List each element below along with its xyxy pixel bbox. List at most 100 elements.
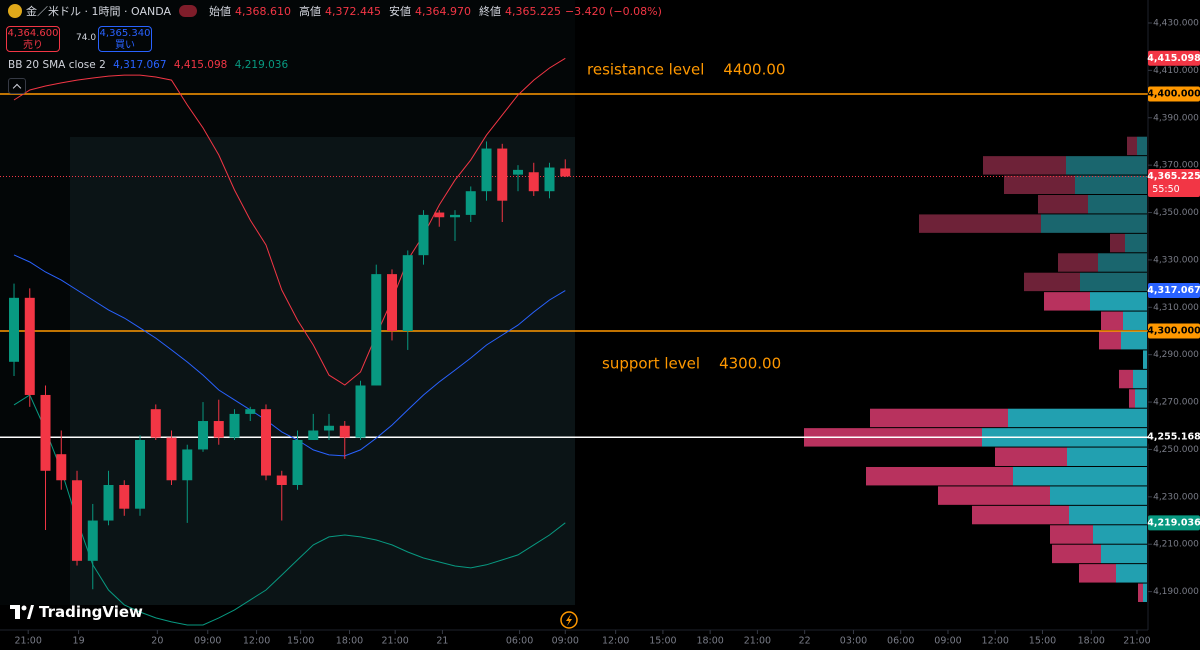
ohlc-label: 高値 xyxy=(298,5,321,18)
replay-icon[interactable] xyxy=(560,611,578,629)
price-label: 4,317.067 xyxy=(1147,285,1200,296)
profile-sell xyxy=(1110,233,1125,253)
status-pill xyxy=(179,5,197,17)
indicator-value: 4,317.067 xyxy=(113,59,167,71)
x-tick-label: 15:00 xyxy=(649,636,676,647)
profile-buy xyxy=(1069,505,1147,525)
sell-button[interactable]: 4,364.600 売り xyxy=(6,26,60,52)
x-tick-label: 22 xyxy=(799,636,811,647)
candle-body xyxy=(513,169,524,175)
price-label: 4,219.036 xyxy=(1147,517,1200,528)
profile-buy xyxy=(1088,194,1147,214)
profile-sell xyxy=(1127,136,1137,156)
candle-body xyxy=(434,212,445,218)
candle-body xyxy=(560,168,571,177)
profile-sell xyxy=(1050,525,1093,544)
change: −3.420 (−0.08%) xyxy=(564,4,662,18)
x-tick-label: 09:00 xyxy=(934,636,961,647)
profile-buy xyxy=(1067,447,1147,466)
band-line xyxy=(13,394,566,626)
symbol: 金／米ドル · 1時間 · OANDA xyxy=(26,5,171,18)
profile-buy xyxy=(1050,486,1147,505)
profile-buy xyxy=(1133,369,1147,389)
profile-buy xyxy=(1123,311,1147,330)
profile-buy xyxy=(1066,156,1147,175)
candle-body xyxy=(308,430,319,440)
profile-buy xyxy=(1101,544,1147,564)
profile-buy xyxy=(1013,466,1147,486)
x-tick-label: 18:00 xyxy=(696,636,723,647)
y-tick-label: 4,190.000 xyxy=(1153,587,1199,597)
price-label: 4,300.000 xyxy=(1147,325,1200,336)
candle-body xyxy=(339,425,350,438)
y-tick-label: 4,330.000 xyxy=(1153,255,1199,265)
band-line xyxy=(13,254,566,457)
candle-body xyxy=(387,274,398,331)
candle-body xyxy=(150,409,161,438)
symbol-row: 金／米ドル · 1時間 · OANDA 始値 4,368.610 高値 4,372.… xyxy=(8,3,662,19)
y-tick-label: 4,270.000 xyxy=(1153,398,1199,408)
candle-body xyxy=(24,297,35,395)
y-tick-label: 4,250.000 xyxy=(1153,445,1199,455)
profile-buy xyxy=(1098,253,1147,272)
price-label-box xyxy=(1148,86,1200,102)
y-tick-label: 4,350.000 xyxy=(1153,208,1199,218)
collapse-button[interactable] xyxy=(8,78,26,94)
profile-buy xyxy=(1125,233,1147,253)
x-tick-label: 20 xyxy=(151,636,163,647)
candle-body xyxy=(182,449,193,481)
profile-sell xyxy=(1038,194,1088,214)
candle-body xyxy=(450,214,461,218)
profile-buy xyxy=(1090,292,1147,311)
profile-sell xyxy=(995,447,1067,466)
candle-body xyxy=(402,255,413,331)
candles xyxy=(9,141,571,590)
price-labels: 4,415.098 4,400.000 4,365.225 55:50 4,317.06… xyxy=(1147,50,1200,531)
y-tick-label: 4,390.000 xyxy=(1153,113,1199,123)
ohlc-value: 4,364.970 xyxy=(414,4,471,18)
profile-buy xyxy=(1135,389,1147,408)
y-tick-label: 4,310.000 xyxy=(1153,303,1199,313)
buy-button[interactable]: 4,365.340 買い xyxy=(98,26,152,52)
axes: 4,190.000 4,210.000 4,230.000 4,250.000 4,27… xyxy=(14,18,1199,646)
candle-body xyxy=(528,172,539,192)
x-tick-label: 18:00 xyxy=(1078,636,1105,647)
candle-body xyxy=(292,439,303,485)
profile-buy xyxy=(1137,136,1147,156)
candle-body xyxy=(213,421,224,438)
profile-sell xyxy=(919,214,1041,233)
candle-body xyxy=(465,191,476,215)
candle-body xyxy=(544,167,555,192)
indicator-value: 4,219.036 xyxy=(234,59,289,71)
indicator-legend: BB 20 SMA close 2 4,317.067 4,415.098 4,… xyxy=(8,59,292,71)
profile-buy xyxy=(1143,350,1147,369)
price-label-box xyxy=(1148,323,1200,339)
x-tick-label: 15:00 xyxy=(287,636,314,647)
y-tick-label: 4,210.000 xyxy=(1153,540,1199,550)
level-annotation: resistance level 4400.00 xyxy=(587,61,785,79)
price-label-box xyxy=(1148,50,1200,66)
candle-body xyxy=(87,520,98,561)
logo-text: TradingView xyxy=(39,603,143,621)
profile-buy xyxy=(1121,330,1147,350)
x-tick-label: 06:00 xyxy=(887,636,914,647)
indicator-value: 4,415.098 xyxy=(173,59,228,71)
candle-body xyxy=(56,454,67,481)
candle-body xyxy=(103,484,114,521)
candle-body xyxy=(72,480,83,561)
x-tick-label: 21:00 xyxy=(744,636,771,647)
candle-body xyxy=(371,274,382,386)
profile-sell xyxy=(1052,544,1101,564)
x-tick-label: 21:00 xyxy=(14,636,41,647)
replay-bolt xyxy=(566,614,572,626)
profile-sell xyxy=(866,466,1013,486)
price-label-box xyxy=(1148,168,1200,197)
candle-body xyxy=(324,425,335,431)
price-label-box xyxy=(1148,515,1200,531)
profile-sell xyxy=(870,408,1008,428)
ohlc-label: 終値 xyxy=(478,5,501,18)
buy-price: 4,365.340 xyxy=(99,28,151,39)
sell-price: 4,364.600 xyxy=(7,28,59,39)
profile-sell xyxy=(1138,583,1143,602)
ohlc-value: 4,368.610 xyxy=(235,4,291,18)
